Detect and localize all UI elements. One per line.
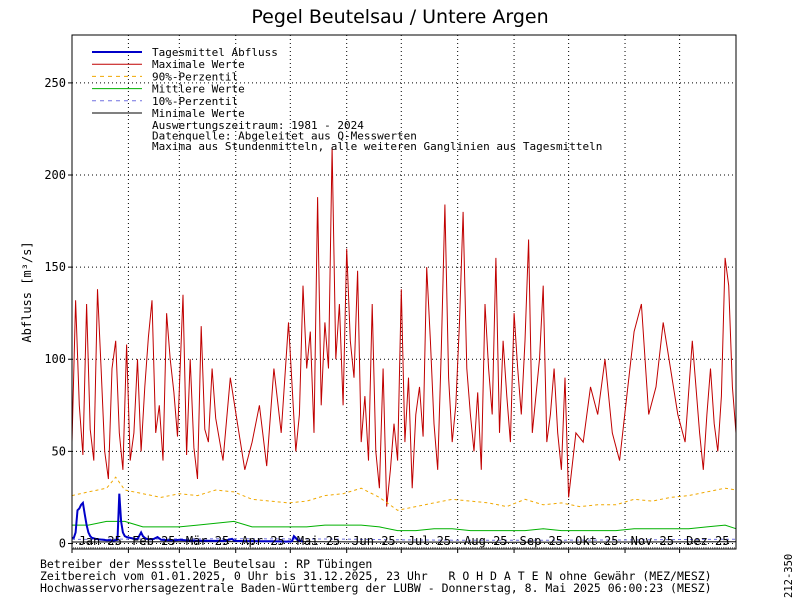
- series-line-minimale-werte: [71, 541, 737, 543]
- x-tick-label: Sep 25: [520, 534, 563, 548]
- y-tick-label: 150: [44, 260, 66, 274]
- x-tick-label: Jul 25: [408, 534, 451, 548]
- footer-time-range: Zeitbereich vom 01.01.2025, 0 Uhr bis 31…: [40, 569, 712, 583]
- legend-label: Mittlere Werte: [152, 83, 245, 96]
- legend-note: Maxima aus Stundenmitteln, alle weiteren…: [152, 140, 602, 153]
- plot-frame: [71, 34, 737, 550]
- legend-note: Auswertungszeitraum: 1981 - 2024: [152, 119, 364, 132]
- y-tick-label: 200: [44, 168, 66, 182]
- x-tick-label: Dez 25: [686, 534, 729, 548]
- legend-label: Tagesmittel Abfluss: [152, 46, 278, 59]
- y-tick-label: 50: [52, 444, 66, 458]
- footer-operator: Betreiber der Messstelle Beutelsau : RP …: [40, 557, 373, 571]
- grid-layer: [72, 35, 736, 549]
- series-line-maximale-werte: [71, 147, 737, 507]
- footer-source: Hochwasservorhersagezentrale Baden-Württ…: [40, 581, 712, 595]
- x-tick-label: Mai 25: [297, 534, 340, 548]
- legend-label: 90%-Perzentil: [152, 70, 238, 83]
- y-tick-label: 250: [44, 76, 66, 90]
- y-axis-label: Abfluss [m³/s]: [20, 241, 34, 342]
- series-layer: [71, 147, 737, 543]
- series-line-10-perzentil: [71, 538, 737, 541]
- x-tick-label: Jan 25: [79, 534, 122, 548]
- series-line-90-perzentil: [71, 476, 737, 511]
- legend-label: Maximale Werte: [152, 58, 245, 71]
- chart-title: Pegel Beutelsau / Untere Argen: [251, 6, 548, 28]
- legend-note: Datenquelle: Abgeleitet aus Q-Messwerten: [152, 130, 417, 143]
- x-tick-label: Nov 25: [631, 534, 674, 548]
- x-tick-label: Mär 25: [186, 534, 229, 548]
- legend-label: 10%-Perzentil: [152, 95, 238, 108]
- y-tick-label: 100: [44, 352, 66, 366]
- side-code: 212-350: [783, 553, 795, 598]
- x-tick-label: Okt 25: [575, 534, 618, 548]
- legend-label: Minimale Werte: [152, 107, 245, 120]
- x-tick-label: Aug 25: [464, 534, 507, 548]
- series-line-tagesmittel-abfluss: [72, 493, 304, 543]
- x-axis: Jan 25 Feb 25 Mär 25 Apr 25 Mai 25 Jun 25 Jul …: [71, 534, 737, 553]
- x-tick-label: Jun 25: [352, 534, 395, 548]
- y-axis: 0 50 100 150 200 250: [44, 76, 72, 550]
- series-line-mittlere-werte: [72, 520, 737, 532]
- x-tick-label: Apr 25: [241, 534, 284, 548]
- y-tick-label: 0: [59, 536, 66, 550]
- x-tick-label: Feb 25: [132, 534, 175, 548]
